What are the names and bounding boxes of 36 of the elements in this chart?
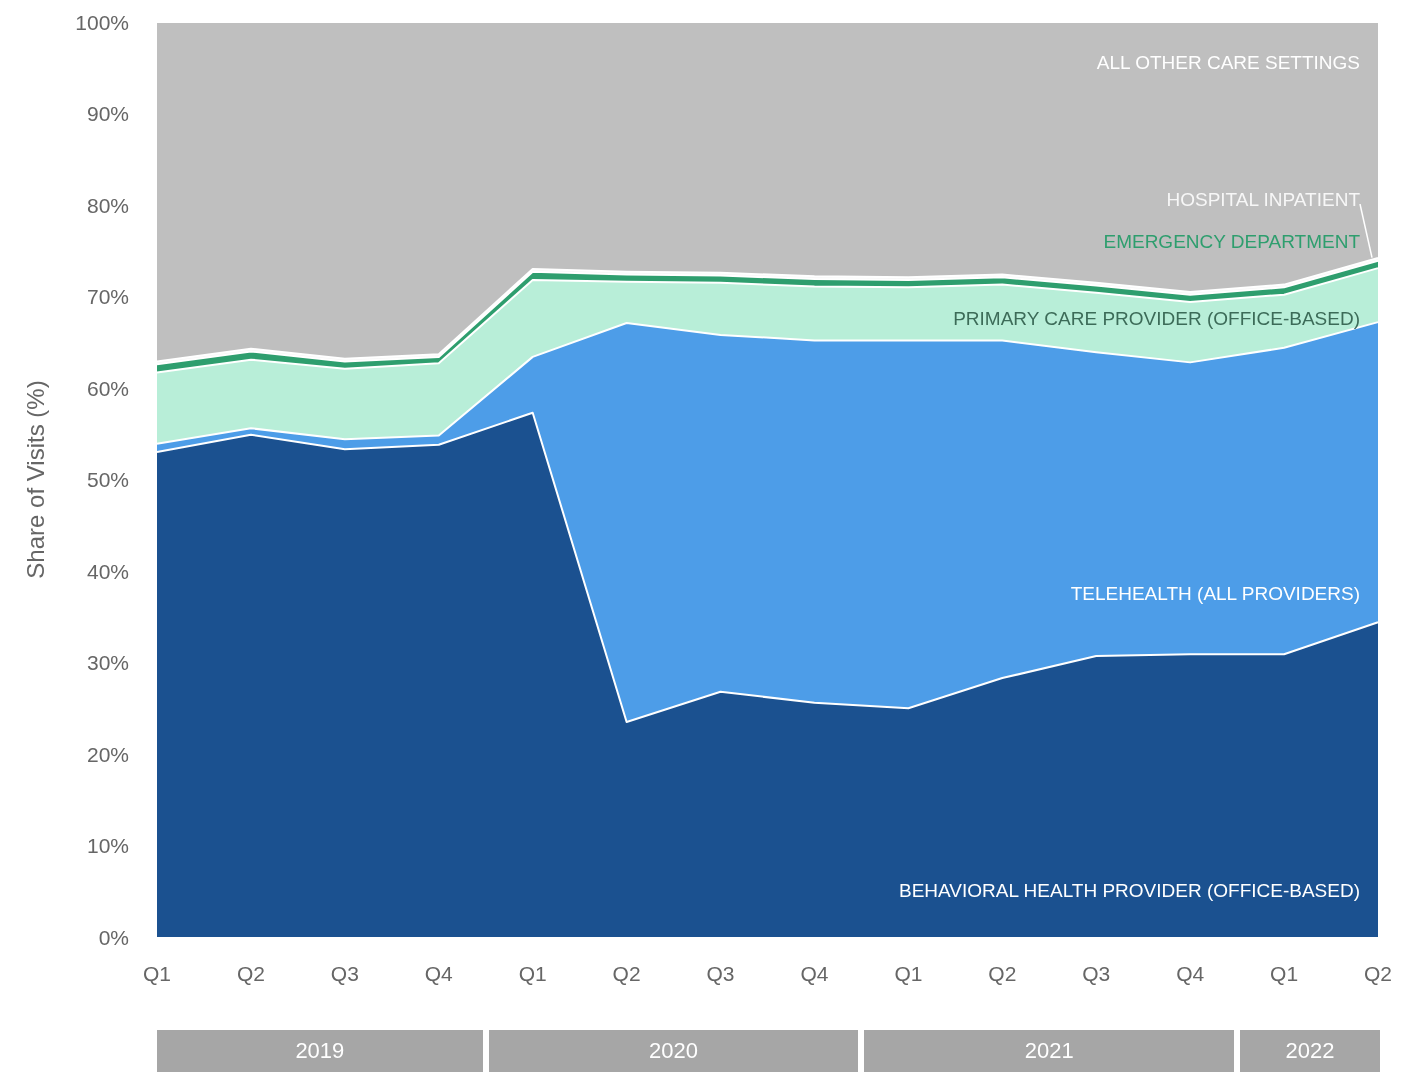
x-tick-label: Q3 [330, 962, 359, 985]
y-tick-label: 80% [86, 193, 129, 217]
y-tick-label: 60% [86, 376, 129, 400]
y-tick-label: 30% [86, 651, 129, 674]
x-tick-label: Q1 [142, 962, 172, 985]
y-axis-title: Share of Visits (%) [21, 380, 49, 579]
series-label: PRIMARY CARE PROVIDER (OFFICE-BASED) [953, 308, 1360, 331]
y-tick-label: 0% [98, 925, 129, 949]
y-tick-label: 70% [86, 285, 129, 308]
y-tick-label: 50% [86, 468, 129, 491]
x-tick-label: Q3 [1082, 962, 1111, 985]
x-tick-label: Q1 [894, 962, 923, 985]
text: 2020 [488, 1030, 859, 1072]
x-tick-label: Q1 [1270, 962, 1299, 985]
text: 2019 [157, 1030, 483, 1072]
x-tick-label: Q3 [706, 962, 735, 985]
y-tick-label: 20% [86, 742, 129, 766]
series-label: BEHAVIORAL HEALTH PROVIDER (OFFICE-BASED) [898, 880, 1360, 903]
series-label: ALL OTHER CARE SETTINGS [1096, 52, 1360, 75]
text: HOSPITAL INPATIENT [1166, 189, 1360, 212]
y-tick-label: 90% [86, 102, 129, 125]
x-tick-label: Q4 [800, 962, 829, 985]
x-tick-label: Q1 [518, 962, 547, 985]
text: 2022 [1240, 1030, 1380, 1072]
x-tick-label: Q4 [1176, 962, 1205, 985]
y-tick-label: 10% [86, 834, 129, 857]
series-label: TELEHEALTH (ALL PROVIDERS) [1070, 582, 1360, 605]
series-label: EMERGENCY DEPARTMENT [1103, 230, 1360, 253]
x-tick-label: Q4 [424, 962, 454, 985]
x-tick-label: Q2 [1363, 962, 1393, 985]
x-tick-label: Q2 [988, 962, 1017, 985]
text: 2021 [864, 1030, 1235, 1072]
x-tick-label: Q2 [612, 962, 641, 985]
y-tick-label: 40% [86, 559, 129, 583]
x-tick-label: Q2 [236, 962, 265, 985]
y-tick-label: 100% [75, 10, 129, 34]
